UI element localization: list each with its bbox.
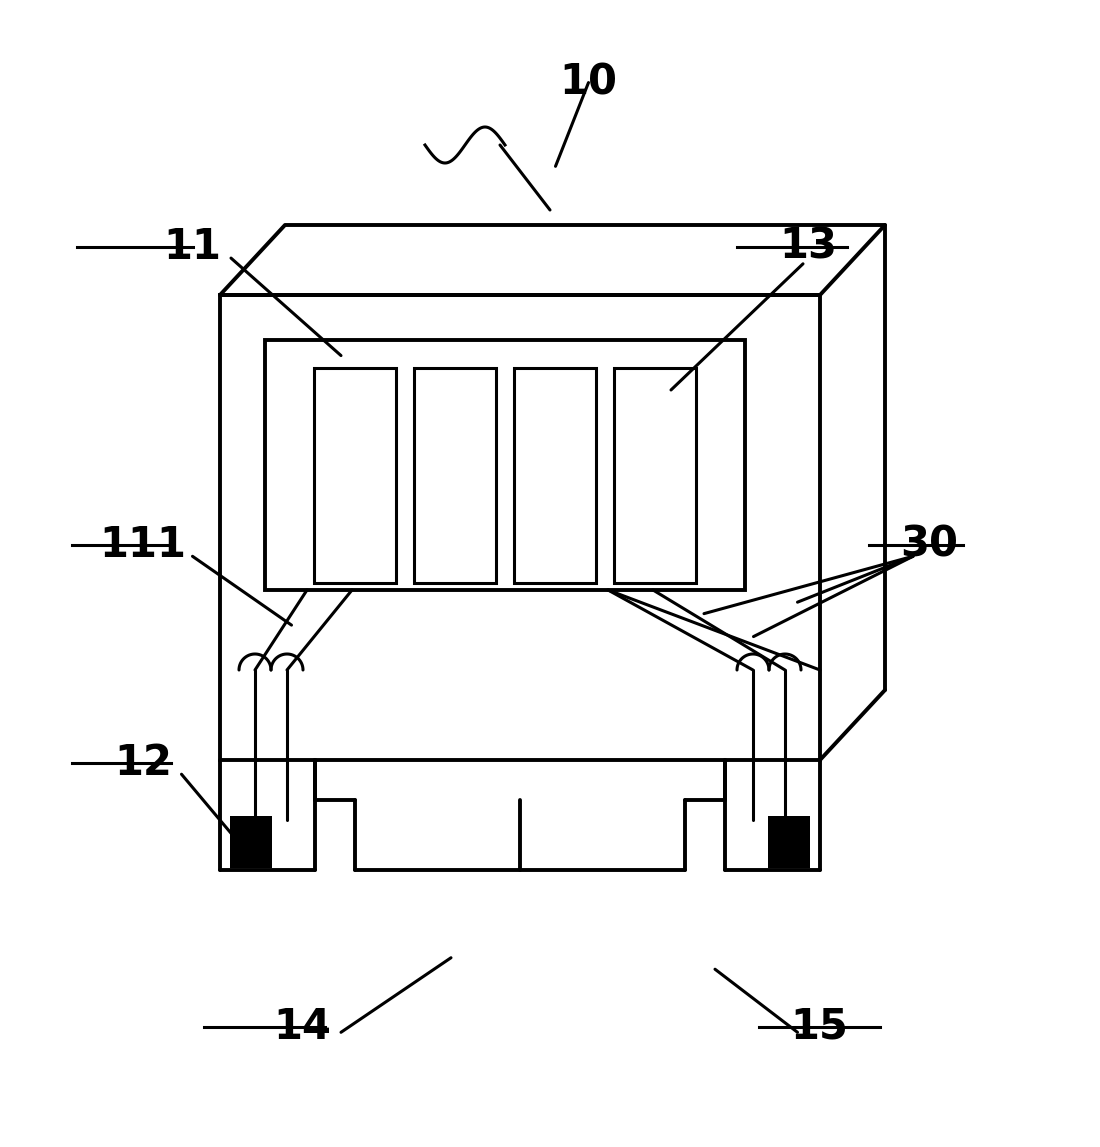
Text: 111: 111 xyxy=(99,524,187,565)
Bar xyxy=(265,340,745,590)
Bar xyxy=(314,368,396,583)
Text: 12: 12 xyxy=(114,742,172,783)
Text: 14: 14 xyxy=(274,1006,331,1047)
Text: 15: 15 xyxy=(791,1006,848,1047)
Bar xyxy=(514,368,596,583)
Text: 10: 10 xyxy=(560,62,617,103)
Text: 13: 13 xyxy=(780,226,837,267)
Bar xyxy=(414,368,496,583)
Bar xyxy=(614,368,696,583)
Bar xyxy=(230,816,272,868)
Text: 11: 11 xyxy=(164,226,221,267)
Bar xyxy=(220,295,819,760)
Text: 30: 30 xyxy=(901,524,958,565)
Bar xyxy=(768,816,810,868)
